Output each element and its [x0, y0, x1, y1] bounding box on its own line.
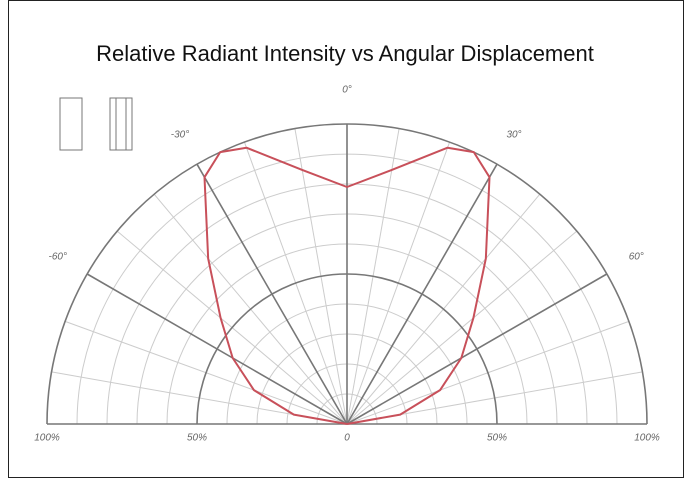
r-tick-label: 50% — [487, 433, 507, 444]
chart-title: Relative Radiant Intensity vs Angular Di… — [96, 41, 594, 66]
package-icon — [109, 97, 133, 151]
grid-spoke — [346, 273, 608, 425]
package-icon — [59, 97, 83, 151]
r-tick-label: 0 — [344, 433, 350, 444]
frame — [8, 0, 684, 478]
r-tick-label: 100% — [634, 433, 660, 444]
theta-tick-label: 60° — [629, 252, 644, 263]
grid-spoke — [196, 163, 348, 425]
theta-tick-label: -30° — [171, 129, 189, 140]
theta-tick-label: 0° — [342, 85, 352, 96]
r-tick-label: 100% — [34, 433, 60, 444]
theta-tick-label: 30° — [506, 129, 521, 140]
r-tick-label: 50% — [187, 433, 207, 444]
grid-spoke — [86, 273, 348, 425]
grid-spoke — [346, 163, 498, 425]
pattern-curve — [203, 146, 491, 425]
theta-tick-label: -60° — [49, 252, 67, 263]
